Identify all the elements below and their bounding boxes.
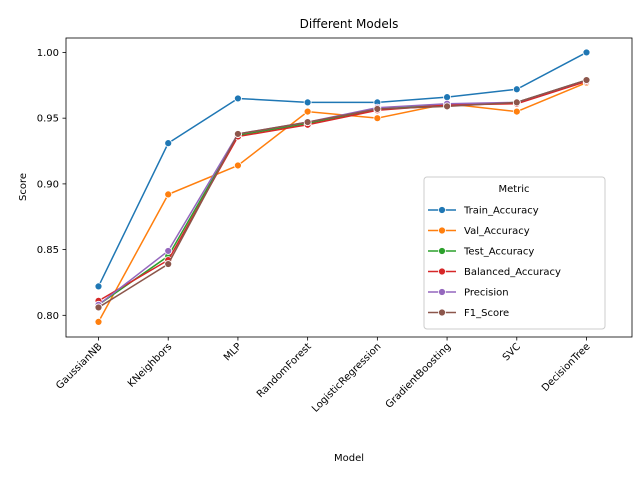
data-point [94, 303, 103, 312]
series-line [98, 80, 587, 302]
x-tick-label: KNeighbors [126, 341, 174, 389]
series-train-accuracy [94, 48, 591, 291]
x-tick-label: LogisticRegression [310, 341, 383, 414]
legend-marker [438, 226, 446, 235]
series-f1-score [94, 76, 591, 312]
data-point [582, 76, 591, 84]
legend-marker [438, 308, 446, 317]
data-point [303, 118, 312, 127]
legend-box [423, 176, 606, 330]
legend-item: Test_Accuracy [428, 247, 534, 258]
legend-label: Balanced_Accuracy [464, 267, 561, 278]
legend-label: Train_Accuracy [463, 206, 539, 217]
series-line [98, 79, 587, 309]
data-point [582, 48, 591, 57]
legend-marker [438, 206, 446, 214]
y-axis-label: Score [18, 173, 29, 201]
legend-item: Val_Accuracy [428, 226, 530, 237]
x-tick-label: GaussianNB [54, 341, 104, 391]
legend-item: Balanced_Accuracy [428, 267, 561, 278]
legend-title: Metric [498, 184, 529, 195]
series-line [97, 51, 587, 287]
x-tick-label: GradientBoosting [384, 341, 453, 410]
data-point [234, 130, 242, 138]
data-point [443, 102, 451, 111]
data-point [303, 107, 312, 116]
data-point [512, 85, 521, 94]
data-point [164, 190, 173, 199]
y-tick-label: 1.00 [37, 48, 59, 59]
legend-items: Train_Accuracy Val_Accuracy Test_Accuracy B… [428, 206, 561, 319]
x-tick-label: RandomForest [255, 341, 314, 400]
y-tick-label: 0.90 [37, 179, 59, 190]
x-axis-label: Model [334, 453, 364, 464]
legend-label: F1_Score [464, 308, 509, 319]
data-point [512, 107, 521, 116]
data-point [373, 114, 382, 123]
plot-frame [65, 37, 633, 338]
data-point [303, 98, 312, 107]
x-axis: GaussianNB KNeighbors MLP RandomForestLogis… [54, 337, 593, 415]
legend-label: Test_Accuracy [463, 247, 534, 258]
data-point [234, 161, 242, 170]
data-point [164, 247, 173, 255]
data-point [94, 282, 103, 291]
legend: Metric Train_Accuracy Val_Accuracy Test_Ac… [423, 176, 606, 330]
series-lines [94, 48, 591, 326]
data-point [164, 260, 173, 268]
data-point [443, 93, 451, 102]
y-tick-label: 0.80 [37, 311, 59, 322]
legend-item: Precision [428, 288, 509, 299]
x-tick-label: DecisionTree [540, 341, 593, 394]
legend-label: Val_Accuracy [464, 226, 530, 237]
legend-marker [438, 247, 446, 255]
legend-item: F1_Score [428, 308, 509, 319]
y-axis: 0.80 0.85 0.90 0.95 1.00 [37, 48, 66, 322]
legend-item: Train_Accuracy [428, 206, 539, 217]
legend-marker [438, 288, 446, 296]
data-point [94, 317, 103, 326]
x-tick-label: SVC [501, 341, 523, 363]
legend-label: Precision [464, 288, 509, 299]
y-tick-label: 0.85 [37, 245, 59, 256]
data-point [164, 139, 173, 148]
chart-title: Different Models [300, 17, 399, 31]
x-tick-label: MLP [222, 341, 244, 363]
data-point [373, 105, 382, 113]
data-point [512, 98, 521, 107]
legend-marker [438, 267, 446, 276]
y-tick-label: 0.95 [37, 114, 59, 125]
data-point [234, 94, 242, 103]
